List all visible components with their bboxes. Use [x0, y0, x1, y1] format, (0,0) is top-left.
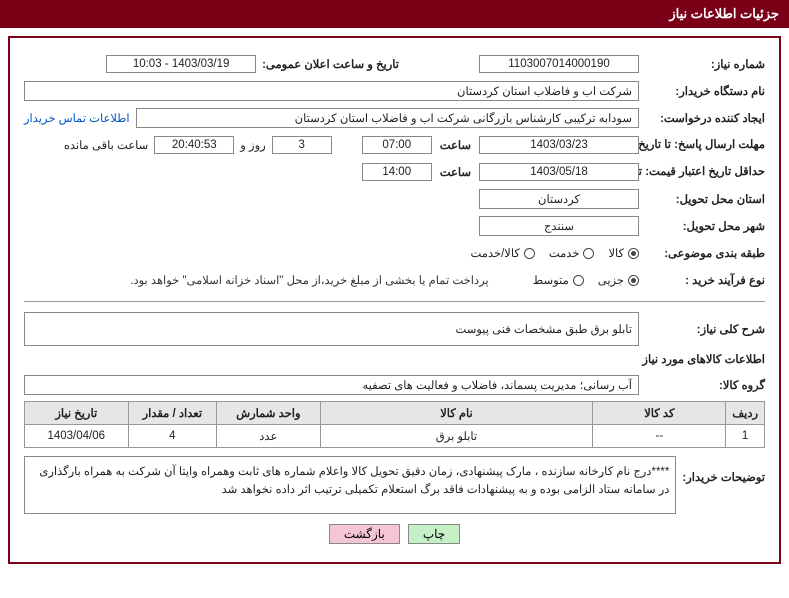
row-purchase-type: نوع فرآیند خرید : جزیی متوسط پرداخت تمام… [24, 269, 765, 291]
cell-unit: عدد [217, 425, 320, 448]
row-general-desc: شرح کلی نیاز: تابلو برق طبق مشخصات فنی پ… [24, 312, 765, 346]
goods-group-label: گروه کالا: [645, 378, 765, 392]
col-date: تاریخ نیاز [25, 402, 129, 425]
purchase-type-label: نوع فرآیند خرید : [645, 273, 765, 287]
col-code: کد کالا [593, 402, 726, 425]
deadline-time-label: ساعت [440, 138, 471, 152]
subject-class-option-goods[interactable]: کالا [608, 246, 639, 260]
validity-date: 1403/05/18 [479, 163, 639, 181]
row-validity: حداقل تاریخ اعتبار قیمت: تا تاریخ: 1403/… [24, 161, 765, 183]
table-row: 1 -- تابلو برق عدد 4 1403/04/06 [25, 425, 765, 448]
radio-icon [524, 248, 535, 259]
deadline-time: 07:00 [362, 136, 432, 154]
general-desc-value: تابلو برق طبق مشخصات فنی پیوست [24, 312, 639, 346]
deadline-label: مهلت ارسال پاسخ: تا تاریخ: [645, 138, 765, 153]
row-buyer-note: توضیحات خریدار: ****درج نام کارخانه سازن… [24, 456, 765, 514]
print-button[interactable]: چاپ [408, 524, 460, 544]
panel: جزئیات اطلاعات نیاز شماره نیاز: 11030070… [0, 0, 789, 564]
deadline-remaining: 20:40:53 [154, 136, 234, 154]
subject-class-label: طبقه بندی موضوعی: [645, 246, 765, 260]
subject-class-option-service[interactable]: خدمت [549, 246, 595, 260]
col-unit: واحد شمارش [217, 402, 320, 425]
cell-date: 1403/04/06 [25, 425, 129, 448]
panel-header: جزئیات اطلاعات نیاز [0, 0, 789, 28]
city-label: شهر محل تحویل: [645, 219, 765, 233]
goods-table-body: 1 -- تابلو برق عدد 4 1403/04/06 [25, 425, 765, 448]
requester-value: سودابه ترکیبی کارشناس بازرگانی شرکت اب و… [136, 108, 639, 128]
col-row: ردیف [726, 402, 765, 425]
cell-code: -- [593, 425, 726, 448]
purchase-type-option-partial[interactable]: جزیی [598, 273, 639, 287]
subject-class-option-both[interactable]: کالا/خدمت [471, 246, 535, 260]
col-qty: تعداد / مقدار [128, 402, 217, 425]
row-requester: ایجاد کننده درخواست: سودابه ترکیبی کارشن… [24, 107, 765, 129]
radio-icon [628, 248, 639, 259]
buyer-contact-link[interactable]: اطلاعات تماس خریدار [24, 111, 130, 125]
radio-icon [628, 275, 639, 286]
row-subject-class: طبقه بندی موضوعی: کالا خدمت کالا/خدمت [24, 242, 765, 264]
buyer-note-label: توضیحات خریدار: [682, 456, 765, 484]
deadline-remain-suffix: ساعت باقی مانده [64, 138, 148, 152]
validity-time: 14:00 [362, 163, 432, 181]
deadline-days-mid: روز و [240, 138, 265, 152]
validity-time-label: ساعت [440, 165, 471, 179]
goods-table: ردیف کد کالا نام کالا واحد شمارش تعداد /… [24, 401, 765, 448]
row-buyer-org: نام دستگاه خریدار: شرکت اب و فاضلاب استا… [24, 80, 765, 102]
buyer-org-label: نام دستگاه خریدار: [645, 84, 765, 98]
cell-row: 1 [726, 425, 765, 448]
row-province: استان محل تحویل: کردستان [24, 188, 765, 210]
divider [24, 301, 765, 302]
need-no-label: شماره نیاز: [645, 57, 765, 71]
general-desc-label: شرح کلی نیاز: [645, 322, 765, 336]
province-value: کردستان [479, 189, 639, 209]
announce-value: 1403/03/19 - 10:03 [106, 55, 256, 73]
back-button[interactable]: بازگشت [329, 524, 400, 544]
goods-section-title: اطلاعات کالاهای مورد نیاز [24, 352, 765, 366]
purchase-type-note: پرداخت تمام یا بخشی از مبلغ خرید،از محل … [130, 273, 488, 287]
col-name: نام کالا [320, 402, 593, 425]
buyer-org-value: شرکت اب و فاضلاب استان کردستان [24, 81, 639, 101]
province-label: استان محل تحویل: [645, 192, 765, 206]
footer-buttons: چاپ بازگشت [24, 524, 765, 544]
deadline-date: 1403/03/23 [479, 136, 639, 154]
row-city: شهر محل تحویل: سنندج [24, 215, 765, 237]
deadline-days: 3 [272, 136, 332, 154]
radio-icon [573, 275, 584, 286]
announce-label: تاریخ و ساعت اعلان عمومی: [262, 57, 399, 71]
row-deadline: مهلت ارسال پاسخ: تا تاریخ: 1403/03/23 سا… [24, 134, 765, 156]
city-value: سنندج [479, 216, 639, 236]
need-no-value: 1103007014000190 [479, 55, 639, 73]
row-need-no: شماره نیاز: 1103007014000190 تاریخ و ساع… [24, 53, 765, 75]
cell-name: تابلو برق [320, 425, 593, 448]
goods-table-head: ردیف کد کالا نام کالا واحد شمارش تعداد /… [25, 402, 765, 425]
buyer-note-value: ****درج نام کارخانه سازنده ، مارک پیشنها… [24, 456, 676, 514]
main-area: شماره نیاز: 1103007014000190 تاریخ و ساع… [8, 36, 781, 564]
goods-group-value: آب رسانی؛ مدیریت پسماند، فاضلاب و فعالیت… [24, 375, 639, 395]
validity-label: حداقل تاریخ اعتبار قیمت: تا تاریخ: [645, 165, 765, 180]
purchase-type-option-medium[interactable]: متوسط [533, 273, 584, 287]
requester-label: ایجاد کننده درخواست: [645, 111, 765, 125]
cell-qty: 4 [128, 425, 217, 448]
panel-title: جزئیات اطلاعات نیاز [669, 6, 779, 21]
radio-icon [583, 248, 594, 259]
row-goods-group: گروه کالا: آب رسانی؛ مدیریت پسماند، فاضل… [24, 374, 765, 396]
